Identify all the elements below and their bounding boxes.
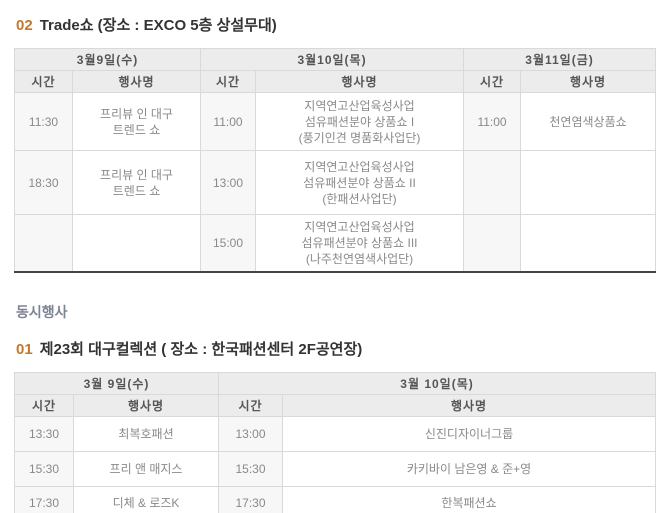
day-header-row: 3월9일(수) 3월10일(목) 3월11일(금) — [14, 48, 657, 71]
trade-show-section-number: 02 — [16, 17, 33, 34]
trade-show-title-text: Trade쇼 (장소 : EXCO 5층 상설무대) — [39, 17, 277, 34]
event-cell: 지역연고산업육성사업 섬유패션분야 상품쇼 II (한패션사업단) — [254, 150, 465, 215]
time-column-header: 시간 — [463, 70, 522, 93]
event-column-header: 행사명 — [520, 70, 657, 93]
trade-show-section-title: 02 Trade쇼 (장소 : EXCO 5층 상설무대) — [16, 14, 656, 35]
event-cell: 프리 앤 매지스 — [72, 450, 220, 487]
concurrent-events-heading: 동시행사 — [16, 303, 68, 320]
time-cell — [463, 150, 522, 215]
day-header-row: 3월 9일(수) 3월 10일(목) — [13, 371, 657, 395]
day-header-wed: 3월 9일(수) — [13, 371, 220, 395]
time-cell: 18:30 — [14, 150, 73, 215]
event-column-header: 행사명 — [72, 70, 201, 93]
event-cell: 디체 & 로즈K — [72, 485, 220, 513]
event-cell: 한복패션쇼 — [282, 485, 657, 513]
event-cell: 프리뷰 인 대구 트렌드 쇼 — [72, 92, 201, 151]
time-cell: 11:00 — [463, 92, 522, 151]
time-column-header: 시간 — [14, 393, 74, 417]
event-cell — [520, 214, 657, 272]
event-cell — [72, 214, 201, 272]
table-row: 15:00 지역연고산업육성사업 섬유패션분야 상품쇼 III (나주천연염색사… — [14, 214, 657, 272]
time-cell: 15:30 — [14, 450, 74, 487]
event-cell: 신진디자이너그룹 — [282, 415, 657, 452]
table-row: 13:30 최복호패션 13:00 신진디자이너그룹 — [14, 415, 657, 452]
time-cell: 13:00 — [218, 415, 284, 452]
column-header-row: 시간 행사명 시간 행사명 시간 행사명 — [14, 70, 657, 93]
time-cell: 13:00 — [200, 150, 256, 215]
time-cell: 15:00 — [200, 214, 256, 272]
time-column-header: 시간 — [14, 70, 73, 93]
time-cell: 11:30 — [14, 92, 73, 151]
day-header-thu: 3월 10일(목) — [218, 371, 657, 395]
collection-title-text: 제23회 대구컬렉션 ( 장소 : 한국패션센터 2F공연장) — [39, 340, 363, 358]
event-cell: 지역연고산업육성사업 섬유패션분야 상품쇼 I (풍기인견 명품화사업단) — [254, 92, 465, 151]
event-column-header: 행사명 — [72, 393, 220, 417]
event-cell: 프리뷰 인 대구 트렌드 쇼 — [72, 150, 201, 215]
day-header-fri: 3월11일(금) — [463, 48, 657, 71]
event-cell: 최복호패션 — [72, 415, 220, 452]
time-column-header: 시간 — [200, 70, 256, 93]
event-column-header: 행사명 — [254, 70, 465, 93]
table-row: 17:30 디체 & 로즈K 17:30 한복패션쇼 — [14, 485, 657, 513]
table-row: 15:30 프리 앤 매지스 15:30 카키바이 남은영 & 준+영 — [14, 450, 657, 487]
day-header-wed: 3월9일(수) — [14, 48, 201, 71]
trade-show-table: 3월9일(수) 3월10일(목) 3월11일(금) 시간 행사명 시간 행사명 … — [14, 48, 657, 273]
collection-table: 3월 9일(수) 3월 10일(목) 시간 행사명 시간 행사명 13:30 최… — [13, 371, 657, 513]
time-cell: 11:00 — [200, 92, 256, 151]
event-cell: 천연염색상품쇼 — [520, 92, 657, 151]
collection-section-number: 01 — [16, 340, 33, 358]
collection-section-title: 01 제23회 대구컬렉션 ( 장소 : 한국패션센터 2F공연장) — [16, 338, 656, 359]
column-header-row: 시간 행사명 시간 행사명 — [14, 393, 657, 417]
time-cell: 17:30 — [14, 485, 74, 513]
time-cell: 17:30 — [218, 485, 284, 513]
event-cell: 지역연고산업육성사업 섬유패션분야 상품쇼 III (나주천연염색사업단) — [254, 214, 465, 272]
day-header-thu: 3월10일(목) — [199, 48, 465, 71]
event-column-header: 행사명 — [282, 393, 657, 417]
event-cell: 카키바이 남은영 & 준+영 — [282, 450, 657, 487]
time-cell: 15:30 — [218, 450, 284, 487]
event-cell — [520, 150, 657, 215]
table-row: 18:30 프리뷰 인 대구 트렌드 쇼 13:00 지역연고산업육성사업 섬유… — [14, 150, 657, 215]
time-cell — [463, 214, 522, 272]
time-cell: 13:30 — [14, 415, 74, 452]
time-column-header: 시간 — [218, 393, 284, 417]
time-cell — [14, 214, 73, 272]
table-row: 11:30 프리뷰 인 대구 트렌드 쇼 11:00 지역연고산업육성사업 섬유… — [14, 92, 657, 151]
